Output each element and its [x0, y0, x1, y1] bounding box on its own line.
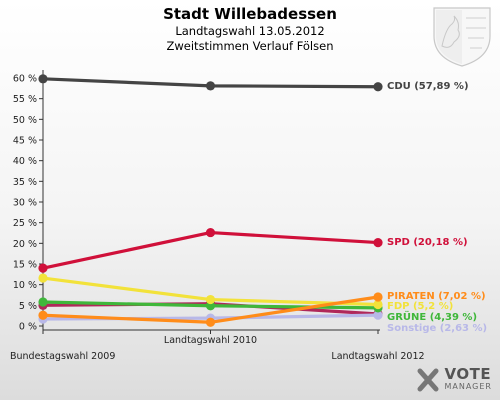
- y-tick-label: 5 %: [19, 301, 37, 312]
- y-tick-label: 50 %: [13, 115, 37, 126]
- y-tick-label: 0 %: [19, 322, 37, 333]
- y-tick-label: 25 %: [13, 218, 37, 229]
- series-end-label: GRÜNE (4,39 %): [387, 309, 477, 323]
- data-point: [205, 317, 216, 327]
- coat-of-arms-icon: [433, 7, 491, 67]
- data-point: [205, 81, 216, 91]
- y-tick-label: 35 %: [13, 177, 37, 188]
- data-point: [205, 227, 216, 238]
- vote-manager-logo: VOTE MANAGER: [417, 364, 492, 392]
- series-line-spd: [42, 230, 379, 270]
- series-end-label: CDU (57,89 %): [387, 81, 469, 92]
- chart-subtitle-description: Zweitstimmen Verlauf Fölsen: [166, 39, 334, 53]
- data-point: [205, 294, 216, 305]
- chart-title: Stadt Willebadessen: [163, 5, 337, 23]
- brand-name: VOTE: [444, 364, 492, 383]
- x-tick-label: Bundestagswahl 2009: [10, 351, 115, 362]
- y-tick-label: 30 %: [13, 198, 37, 209]
- data-point: [38, 74, 48, 84]
- y-tick-label: 60 %: [13, 74, 37, 85]
- y-tick-label: 55 %: [13, 94, 37, 105]
- series-end-label: PIRATEN (7,02 %): [387, 291, 486, 302]
- data-point: [38, 297, 48, 307]
- series-end-label: FDP (5,2 %): [387, 301, 453, 312]
- data-point: [373, 82, 383, 92]
- series-end-label: Sonstige (2,63 %): [387, 323, 487, 334]
- data-point: [373, 299, 383, 310]
- data-point: [373, 310, 383, 320]
- x-tick-label: Landtagswahl 2010: [164, 335, 257, 346]
- y-tick-label: 40 %: [13, 156, 37, 167]
- data-point: [373, 237, 383, 248]
- brand-tagline: MANAGER: [444, 381, 492, 391]
- y-tick-label: 15 %: [13, 260, 37, 271]
- data-point: [373, 292, 383, 302]
- data-point: [38, 310, 48, 320]
- y-tick-label: 45 %: [13, 136, 37, 147]
- y-tick-label: 20 %: [13, 239, 37, 250]
- chart-subtitle-date: Landtagswahl 13.05.2012: [175, 24, 325, 38]
- data-point: [38, 263, 48, 273]
- x-tick-label: Landtagswahl 2012: [331, 351, 424, 362]
- series-end-label: SPD (20,18 %): [387, 237, 468, 248]
- data-point: [38, 273, 48, 283]
- vote-x-logo-icon: [417, 368, 439, 392]
- y-tick-label: 10 %: [13, 280, 37, 291]
